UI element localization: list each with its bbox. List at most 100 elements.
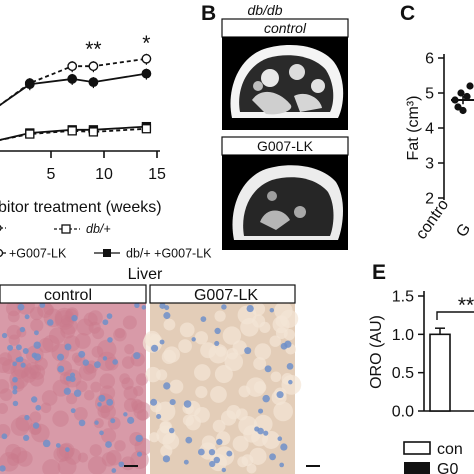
d-nucleus — [185, 436, 193, 444]
d-nucleus — [254, 426, 260, 432]
c-x-label-control: contro — [413, 196, 452, 242]
d-cell — [29, 371, 45, 387]
d-nucleus — [111, 468, 117, 473]
d-cell — [6, 324, 22, 340]
b-label-control: control — [264, 20, 307, 36]
d-cell — [163, 318, 176, 331]
c-point — [454, 103, 462, 111]
d-cell — [40, 402, 52, 414]
c-y-tick-label: 2 — [425, 191, 434, 208]
d-nucleus — [12, 376, 18, 383]
e-y-ticks: 0.0 0.5 1.0 1.5 — [392, 289, 424, 421]
d-cell — [0, 357, 11, 374]
d-cell — [0, 402, 9, 414]
d-cell — [7, 310, 20, 323]
d-cell — [163, 346, 180, 363]
d-cell — [5, 300, 22, 317]
d-nucleus — [213, 456, 221, 464]
d-nucleus — [78, 350, 86, 358]
d-control-texture — [0, 296, 153, 474]
d-cell — [123, 398, 138, 413]
d-cell — [232, 435, 249, 452]
d-nucleus — [17, 303, 25, 311]
d-nucleus — [46, 319, 54, 326]
d-nucleus — [159, 339, 165, 345]
d-nucleus — [183, 400, 192, 408]
a-legend-open-circle-marker — [0, 224, 2, 232]
d-cell — [114, 440, 126, 452]
d-cell — [8, 334, 20, 346]
d-cell — [41, 390, 58, 406]
a-x-tick-label-10: 10 — [95, 166, 113, 183]
d-nucleus — [24, 414, 30, 421]
d-nucleus — [78, 419, 86, 427]
a-point-square — [25, 129, 35, 139]
a-point-circle — [88, 77, 99, 88]
d-nucleus — [279, 462, 285, 468]
d-nucleus — [264, 365, 272, 373]
d-cell — [30, 364, 46, 380]
d-cell — [42, 335, 60, 353]
a-point-circle — [67, 61, 78, 72]
a-x-axis-title: bitor treatment (weeks) — [0, 199, 162, 216]
a-point-circle — [141, 53, 152, 64]
panel-c-scatter: C 2 3 4 5 6 Fat (cm³) contro G — [400, 2, 474, 243]
d-nucleus — [269, 453, 276, 461]
d-nucleus — [123, 412, 128, 417]
d-cell — [135, 373, 149, 386]
d-nucleus — [17, 356, 24, 363]
d-cell — [160, 444, 173, 458]
d-cell — [195, 385, 208, 399]
e-y-axis-title: ORO (AU) — [368, 315, 385, 389]
d-nucleus — [102, 356, 108, 361]
e-bar-control — [429, 333, 451, 412]
d-nucleus — [32, 422, 40, 429]
d-cell — [149, 334, 163, 347]
a-point-circle — [67, 74, 78, 84]
d-cell — [130, 450, 149, 470]
a-x-tick-label-5: 5 — [47, 166, 56, 183]
d-cell — [57, 457, 77, 474]
d-nucleus — [133, 352, 141, 360]
d-nucleus — [263, 430, 269, 436]
d-nucleus — [42, 439, 51, 448]
d-title: Liver — [128, 266, 163, 283]
b-mri-body-control — [230, 45, 344, 118]
d-nucleus — [98, 394, 106, 402]
e-y-tick-label: 1.0 — [392, 327, 414, 344]
d-cell — [123, 386, 138, 401]
d-cell — [214, 365, 233, 384]
d-cell — [97, 405, 111, 419]
d-nucleus — [33, 341, 41, 349]
d-nucleus — [106, 398, 114, 406]
d-label-box-control — [0, 284, 147, 304]
panel-e-bar: E 0.0 0.5 1.0 1.5 ORO (AU) ** con G0 — [368, 261, 474, 474]
e-significance-bracket — [436, 311, 474, 320]
d-nucleus — [221, 304, 227, 310]
c-y-tick-label: 6 — [425, 51, 434, 68]
d-nucleus — [23, 434, 30, 442]
d-cell — [21, 367, 37, 383]
a-point-square — [141, 124, 152, 134]
d-cell — [0, 352, 13, 366]
a-legend-label-g007: +G007-LK — [9, 247, 67, 261]
d-cell — [28, 364, 39, 376]
d-cell — [43, 304, 55, 315]
d-cell — [99, 373, 116, 389]
d-nucleus — [15, 344, 22, 351]
d-nucleus — [244, 347, 252, 355]
d-nucleus — [102, 319, 109, 326]
d-nucleus — [280, 342, 288, 350]
d-cell — [52, 410, 69, 427]
d-nucleus — [35, 404, 42, 411]
a-legend-item-db-plus: db/+ — [54, 222, 111, 236]
a-legend-filled-square-marker — [103, 249, 111, 257]
d-nucleus — [33, 353, 42, 361]
panel-d-liver: Liver control G007-LK — [0, 266, 320, 474]
a-legend-item-db-plus-g007: db/+ +G007-LK — [94, 247, 212, 261]
d-label-box-g007 — [149, 284, 296, 304]
a-point-square — [67, 126, 77, 136]
d-cell — [237, 456, 249, 468]
d-cell — [89, 444, 102, 457]
d-cell — [60, 323, 76, 339]
